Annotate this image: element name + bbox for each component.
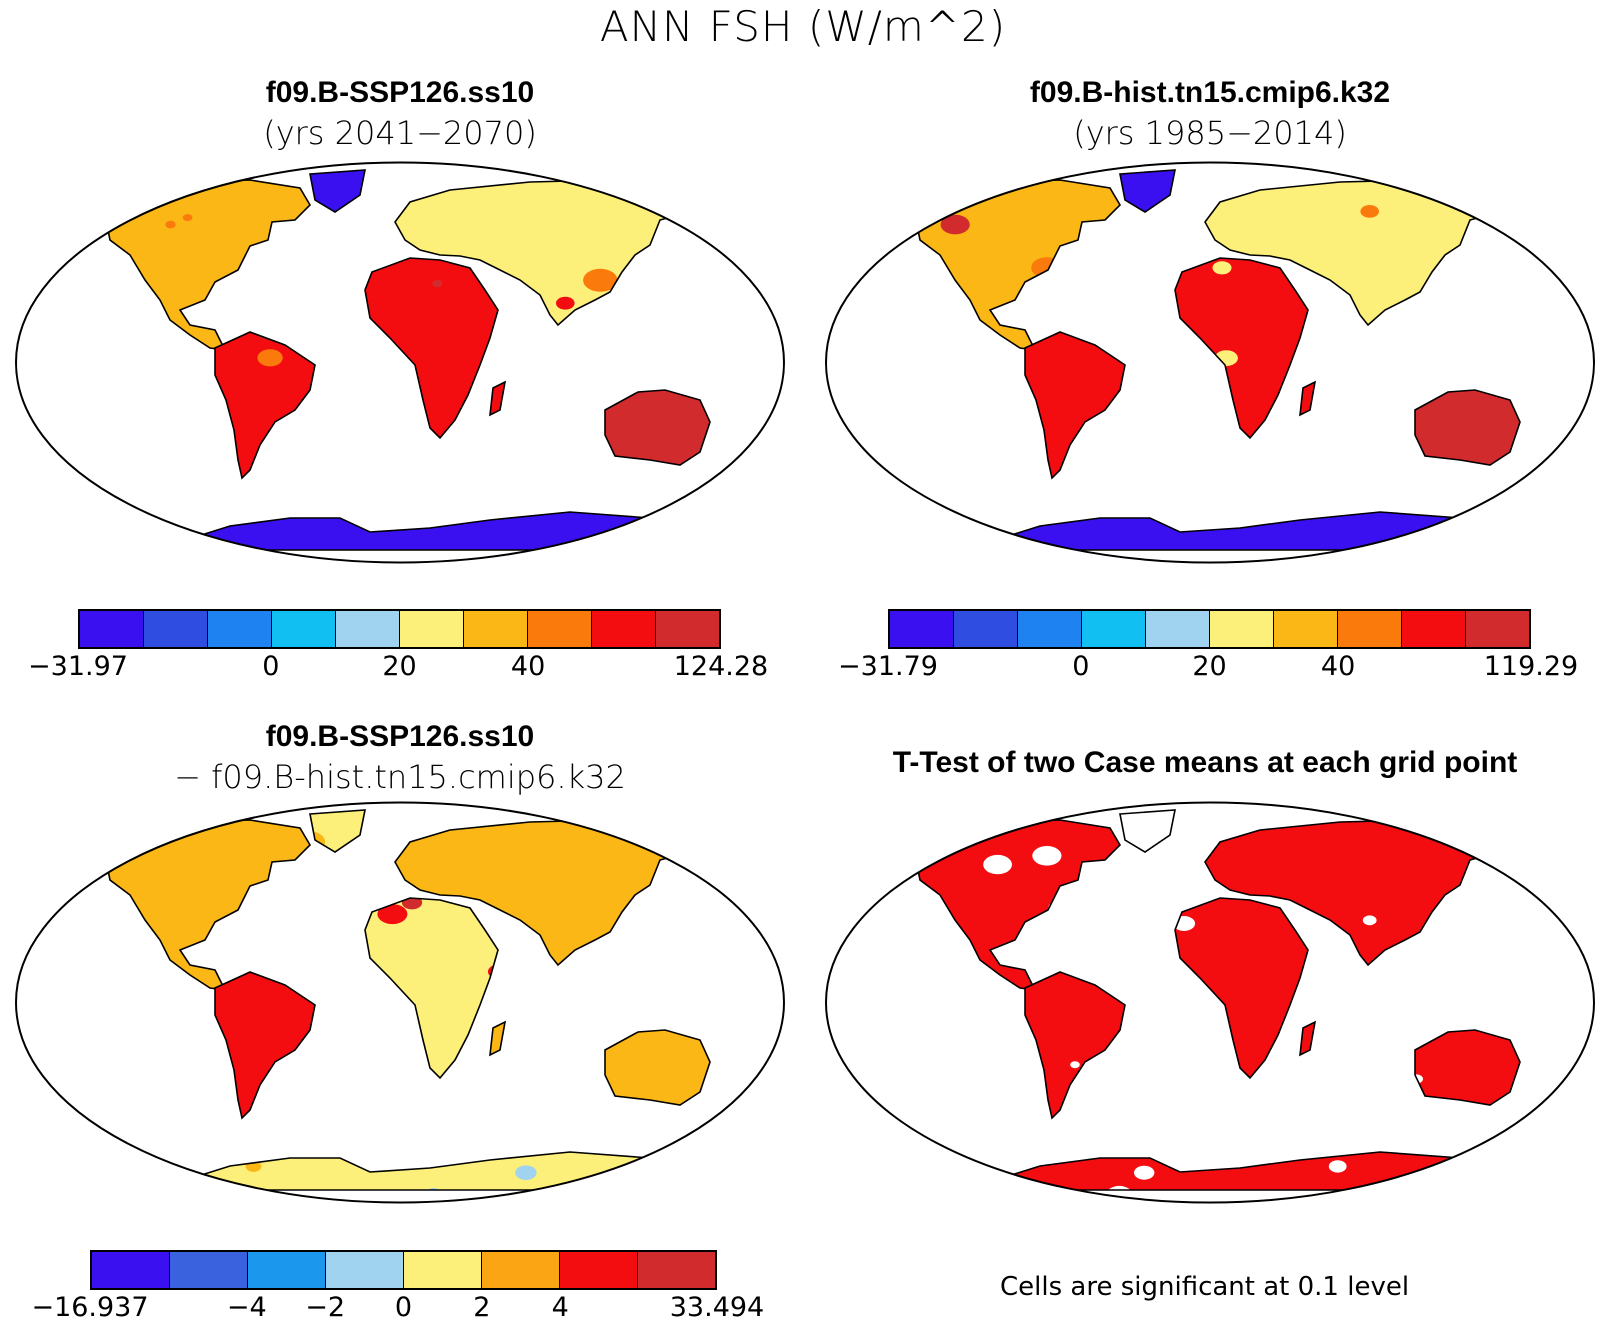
coastline	[104, 819, 312, 991]
colorbar-tick-label: 20	[1192, 651, 1227, 682]
colorbar-tick-label: 0	[262, 651, 280, 682]
colorbar-swatch	[656, 611, 719, 647]
coastline	[104, 179, 312, 351]
coastline	[1299, 380, 1317, 417]
panel3-title: f09.B-SSP126.ss10	[265, 720, 535, 753]
colorbar-tick-label: 40	[510, 651, 546, 682]
colorbar-tick-label: 40	[1320, 651, 1356, 682]
coastline	[604, 1029, 711, 1106]
colorbar-swatch	[482, 1252, 560, 1288]
colorbar-swatch	[592, 611, 656, 647]
coastline	[364, 897, 499, 1080]
map-border	[15, 801, 785, 1204]
map-border	[825, 801, 1595, 1204]
coastline	[1119, 809, 1176, 853]
colorbar-swatch	[638, 1252, 715, 1288]
panel2-colorbar	[888, 609, 1531, 649]
colorbar-swatch	[1018, 611, 1082, 647]
colorbar-swatch	[1274, 611, 1338, 647]
colorbar-swatch	[954, 611, 1018, 647]
colorbar-swatch	[326, 1252, 404, 1288]
colorbar-swatch	[890, 611, 954, 647]
colorbar-swatch	[272, 611, 336, 647]
colorbar-tick-label: −4	[226, 1292, 267, 1323]
coastline	[364, 257, 499, 440]
colorbar-tick-label: −31.97	[28, 651, 128, 682]
colorbar-swatch	[404, 1252, 482, 1288]
colorbar-swatch	[1210, 611, 1274, 647]
colorbar-swatch	[1402, 611, 1466, 647]
panel2-title: f09.B-hist.tn15.cmip6.k32	[1029, 76, 1391, 109]
colorbar-tick-label: 124.28	[673, 651, 769, 682]
panel1-title: f09.B-SSP126.ss10	[265, 76, 535, 109]
coastline	[214, 971, 316, 1120]
panel3-map	[15, 801, 785, 1204]
coastline	[1119, 169, 1176, 213]
coastline	[489, 1020, 507, 1057]
colorbar-tick-label: −31.79	[838, 651, 938, 682]
coastline	[489, 380, 507, 417]
coastline	[214, 331, 316, 480]
panel1-map	[15, 161, 785, 564]
panel1-subtitle: (yrs 2041−2070)	[263, 114, 537, 152]
colorbar-swatch	[400, 611, 464, 647]
coastline	[1174, 257, 1309, 440]
coastline	[1299, 1020, 1317, 1057]
panel3-subtitle: − f09.B-hist.tn15.cmip6.k32	[174, 758, 626, 796]
coastline	[1414, 1029, 1521, 1106]
panel3-colorbar	[90, 1250, 717, 1290]
coastline	[1414, 389, 1521, 466]
colorbar-swatch	[80, 611, 144, 647]
panel1-colorbar	[78, 609, 721, 649]
panel4-map	[825, 801, 1595, 1204]
coastline	[309, 809, 366, 853]
map-border	[825, 161, 1595, 564]
colorbar-tick-label: −16.937	[31, 1292, 149, 1323]
coastline	[604, 389, 711, 466]
panel2-subtitle: (yrs 1985−2014)	[1073, 114, 1347, 152]
colorbar-swatch	[248, 1252, 326, 1288]
colorbar-swatch	[560, 1252, 638, 1288]
colorbar-tick-label: 2	[473, 1292, 491, 1323]
colorbar-tick-label: 119.29	[1483, 651, 1579, 682]
colorbar-tick-label: 20	[382, 651, 417, 682]
figure-title: ANN FSH (W/m^2)	[599, 2, 1007, 51]
colorbar-swatch	[92, 1252, 170, 1288]
significance-note: Cells are significant at 0.1 level	[1000, 1272, 1410, 1302]
colorbar-swatch	[528, 611, 592, 647]
panel4-title: T-Test of two Case means at each grid po…	[892, 746, 1518, 779]
colorbar-tick-label: 4	[551, 1292, 569, 1323]
colorbar-swatch	[1146, 611, 1210, 647]
colorbar-tick-label: −2	[305, 1292, 346, 1323]
coastline	[309, 169, 366, 213]
colorbar-swatch	[464, 611, 528, 647]
coastline	[914, 819, 1122, 991]
colorbar-swatch	[1082, 611, 1146, 647]
colorbar-tick-label: 0	[394, 1292, 413, 1323]
colorbar-swatch	[208, 611, 272, 647]
panel2-map	[825, 161, 1595, 564]
colorbar-tick-label: 0	[1072, 651, 1090, 682]
colorbar-swatch	[144, 611, 208, 647]
colorbar-swatch	[1466, 611, 1529, 647]
coastline	[914, 179, 1122, 351]
colorbar-swatch	[336, 611, 400, 647]
coastline	[1024, 331, 1126, 480]
colorbar-swatch	[170, 1252, 248, 1288]
colorbar-tick-label: 33.494	[669, 1292, 765, 1323]
map-border	[15, 161, 785, 564]
coastline	[1024, 971, 1126, 1120]
coastline	[1174, 897, 1309, 1080]
colorbar-swatch	[1338, 611, 1402, 647]
